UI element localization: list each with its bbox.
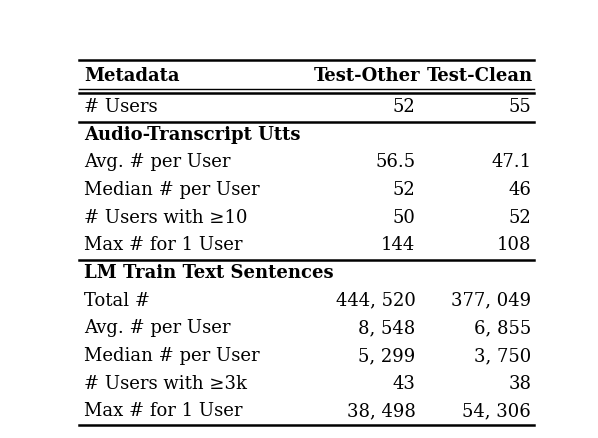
Text: # Users with ≥10: # Users with ≥10 — [84, 209, 248, 227]
Text: 46: 46 — [508, 181, 531, 199]
Text: Test-Clean: Test-Clean — [427, 67, 533, 85]
Text: 377, 049: 377, 049 — [451, 292, 531, 310]
Text: 8, 548: 8, 548 — [358, 319, 416, 337]
Text: 444, 520: 444, 520 — [335, 292, 416, 310]
Text: Median # per User: Median # per User — [84, 181, 260, 199]
Text: LM Train Text Sentences: LM Train Text Sentences — [84, 264, 334, 282]
Text: Test-Other: Test-Other — [313, 67, 420, 85]
Text: 38: 38 — [508, 374, 531, 393]
Text: 52: 52 — [393, 98, 416, 116]
Text: 3, 750: 3, 750 — [474, 347, 531, 365]
Text: 50: 50 — [392, 209, 416, 227]
Text: Total #: Total # — [84, 292, 150, 310]
Text: 43: 43 — [392, 374, 416, 393]
Text: # Users with ≥3k: # Users with ≥3k — [84, 374, 247, 393]
Text: Audio-Transcript Utts: Audio-Transcript Utts — [84, 126, 301, 144]
Text: 55: 55 — [508, 98, 531, 116]
Text: Max # for 1 User: Max # for 1 User — [84, 403, 243, 420]
Text: 6, 855: 6, 855 — [474, 319, 531, 337]
Text: 56.5: 56.5 — [376, 153, 416, 171]
Text: 108: 108 — [497, 237, 531, 254]
Text: Max # for 1 User: Max # for 1 User — [84, 237, 243, 254]
Text: Metadata: Metadata — [84, 67, 179, 85]
Text: # Users: # Users — [84, 98, 158, 116]
Text: 5, 299: 5, 299 — [358, 347, 416, 365]
Text: 52: 52 — [393, 181, 416, 199]
Text: Median # per User: Median # per User — [84, 347, 260, 365]
Text: 52: 52 — [508, 209, 531, 227]
Text: 144: 144 — [381, 237, 416, 254]
Text: 54, 306: 54, 306 — [462, 403, 531, 420]
Text: 38, 498: 38, 498 — [346, 403, 416, 420]
Text: 47.1: 47.1 — [491, 153, 531, 171]
Text: Avg. # per User: Avg. # per User — [84, 319, 230, 337]
Text: Avg. # per User: Avg. # per User — [84, 153, 230, 171]
